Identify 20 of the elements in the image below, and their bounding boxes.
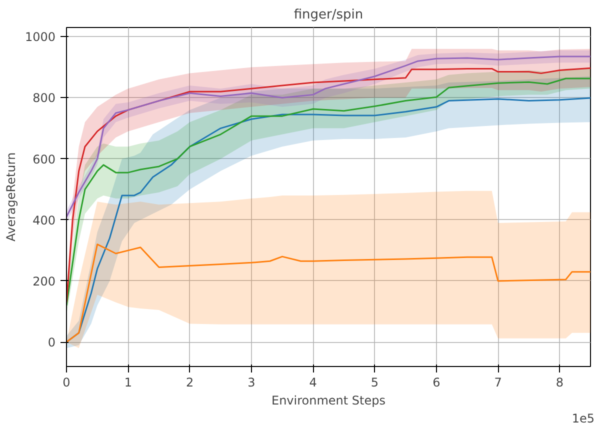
- y-tick-label: 600: [32, 152, 56, 166]
- x-tick-label: 0: [62, 376, 70, 390]
- x-tick-label: 3: [248, 376, 256, 390]
- y-tick-label: 0: [48, 336, 56, 350]
- y-tick-label: 400: [32, 213, 56, 228]
- x-tick-label: 6: [432, 376, 440, 390]
- x-axis-title: Environment Steps: [271, 394, 386, 408]
- y-tick-label: 200: [32, 274, 56, 288]
- line-series: [66, 244, 590, 343]
- y-axis-title: AverageReturn: [4, 152, 18, 242]
- chart-title: finger/spin: [294, 8, 364, 22]
- text: 1e5: [572, 412, 595, 426]
- y-tick-label: 800: [32, 91, 56, 106]
- x-tick-label: 2: [186, 376, 194, 390]
- x-tick-label: 5: [370, 376, 379, 390]
- x-tick-label: 8: [556, 376, 564, 390]
- x-tick-label: 4: [309, 376, 317, 390]
- x-tick-label: 1: [124, 376, 132, 390]
- y-tick-label: 1000: [24, 30, 56, 44]
- x-tick-label: 7: [494, 376, 502, 390]
